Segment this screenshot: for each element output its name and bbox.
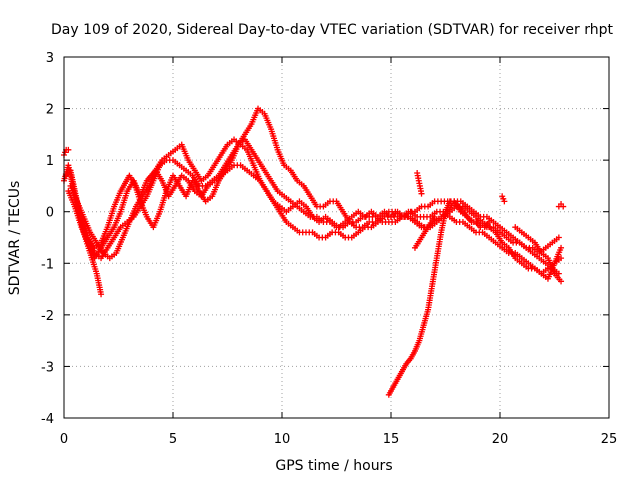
data-points <box>61 105 567 398</box>
x-axis-ticks: 0 5 10 15 20 25 <box>60 57 617 447</box>
y-tick-label: -2 <box>41 309 54 324</box>
data-point <box>560 203 567 210</box>
data-point <box>558 244 565 251</box>
x-tick-label: 20 <box>492 432 509 447</box>
plot-frame <box>63 56 610 419</box>
data-point <box>65 146 72 153</box>
data-point <box>555 234 562 241</box>
data-point <box>98 291 105 298</box>
data-point <box>501 198 508 205</box>
x-tick-label: 10 <box>274 432 291 447</box>
x-tick-label: 15 <box>383 432 400 447</box>
data-point <box>558 255 565 262</box>
y-axis-label: SDTVAR / TECUs <box>7 181 23 296</box>
y-axis-ticks: -4 -3 -2 -1 0 1 2 3 <box>41 51 609 427</box>
data-point <box>486 219 493 226</box>
y-tick-label: 0 <box>46 206 54 221</box>
y-tick-label: -1 <box>41 257 54 272</box>
y-tick-label: -3 <box>41 360 54 375</box>
data-point <box>558 278 565 285</box>
grid-lines <box>64 57 609 418</box>
y-tick-label: 2 <box>46 103 54 118</box>
y-tick-label: 3 <box>46 51 54 66</box>
x-tick-label: 25 <box>601 432 618 447</box>
data-point <box>418 190 425 197</box>
y-tick-label: -4 <box>41 412 54 427</box>
data-point <box>431 213 438 220</box>
x-axis-label: GPS time / hours <box>275 458 392 474</box>
y-tick-label: 1 <box>46 154 54 169</box>
x-tick-label: 5 <box>169 432 177 447</box>
chart-title: Day 109 of 2020, Sidereal Day-to-day VTE… <box>51 22 613 38</box>
x-tick-label: 0 <box>60 432 68 447</box>
